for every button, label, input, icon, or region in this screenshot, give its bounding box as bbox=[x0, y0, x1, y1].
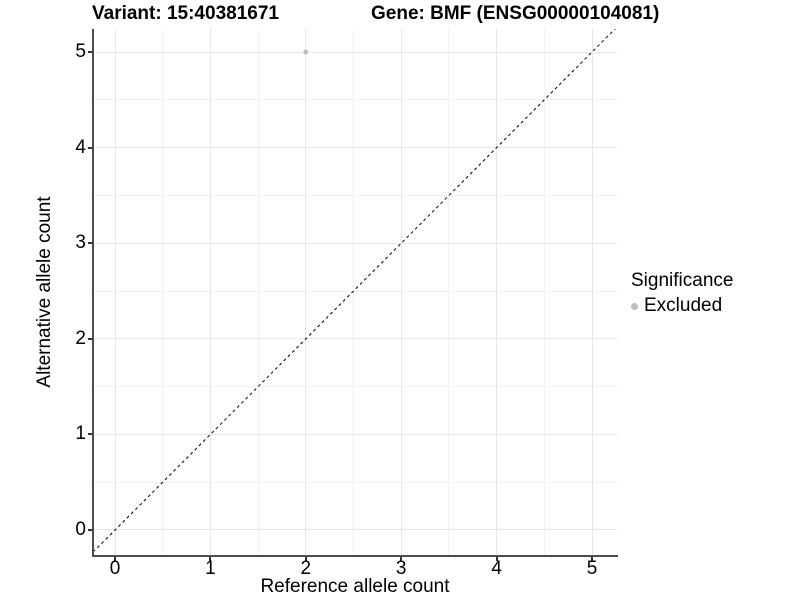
y-tick-mark bbox=[88, 51, 92, 54]
minor-gridline-x bbox=[353, 29, 355, 556]
major-gridline-y bbox=[93, 147, 617, 149]
y-tick-mark bbox=[88, 528, 92, 531]
x-tick-label: 4 bbox=[491, 558, 502, 579]
legend-point-icon bbox=[631, 302, 638, 310]
major-gridline-x bbox=[305, 29, 307, 556]
x-tick-label: 5 bbox=[586, 558, 598, 579]
minor-gridline-y bbox=[93, 290, 617, 292]
x-tick-label: 1 bbox=[205, 558, 216, 579]
minor-gridline-y bbox=[93, 194, 617, 196]
legend-title: Significance bbox=[631, 270, 734, 291]
x-tick-mark bbox=[400, 557, 403, 561]
x-tick-mark bbox=[495, 557, 498, 561]
plot-title-gene: Gene: BMF (ENSG00000104081) bbox=[371, 3, 660, 24]
y-axis-title: Alternative allele count bbox=[34, 196, 55, 388]
y-tick-mark bbox=[88, 337, 92, 340]
y-tick-mark bbox=[88, 242, 92, 245]
legend: Significance Excluded bbox=[631, 270, 733, 317]
major-gridline-y bbox=[93, 529, 617, 531]
major-gridline-x bbox=[591, 29, 593, 556]
legend-items: Excluded bbox=[631, 295, 733, 317]
x-tick-label: 2 bbox=[300, 558, 312, 579]
major-gridline-x bbox=[114, 29, 116, 556]
y-tick-label: 0 bbox=[75, 518, 86, 540]
legend-item: Excluded bbox=[631, 295, 733, 317]
y-tick-label: 1 bbox=[75, 423, 86, 445]
identity-dashed-line bbox=[93, 29, 616, 553]
plot-layer bbox=[93, 29, 616, 553]
minor-gridline-x bbox=[448, 29, 450, 556]
x-tick-mark bbox=[304, 557, 307, 561]
data-point bbox=[303, 49, 309, 55]
y-tick-mark bbox=[88, 146, 92, 149]
y-tick-label: 5 bbox=[75, 41, 86, 63]
y-tick-label: 2 bbox=[75, 327, 86, 349]
major-gridline-x bbox=[209, 29, 211, 556]
legend-item-label: Excluded bbox=[644, 295, 723, 316]
minor-gridline-y bbox=[93, 481, 617, 483]
x-tick-label: 0 bbox=[109, 558, 121, 579]
minor-gridline-x bbox=[257, 29, 259, 556]
major-gridline-x bbox=[400, 29, 402, 556]
x-tick-mark bbox=[114, 557, 117, 561]
major-gridline-y bbox=[93, 433, 617, 435]
y-tick-label: 4 bbox=[75, 136, 86, 158]
plot-panel bbox=[93, 29, 617, 556]
x-tick-label: 3 bbox=[395, 558, 407, 579]
major-gridline-y bbox=[93, 338, 617, 340]
major-gridline-y bbox=[93, 51, 617, 53]
major-gridline-y bbox=[93, 242, 617, 244]
y-axis-line bbox=[92, 29, 94, 556]
minor-gridline-y bbox=[93, 99, 617, 101]
x-axis-title: Reference allele count bbox=[260, 576, 450, 597]
minor-gridline-y bbox=[93, 386, 617, 388]
x-tick-mark bbox=[591, 557, 593, 561]
minor-gridline-x bbox=[162, 29, 164, 556]
minor-gridline-x bbox=[543, 29, 545, 556]
x-tick-mark bbox=[209, 557, 212, 561]
plot-title-variant: Variant: 15:40381671 bbox=[92, 3, 279, 24]
major-gridline-x bbox=[496, 29, 498, 556]
x-axis-line bbox=[92, 555, 618, 557]
y-tick-mark bbox=[88, 433, 92, 436]
y-tick-label: 3 bbox=[75, 232, 86, 254]
